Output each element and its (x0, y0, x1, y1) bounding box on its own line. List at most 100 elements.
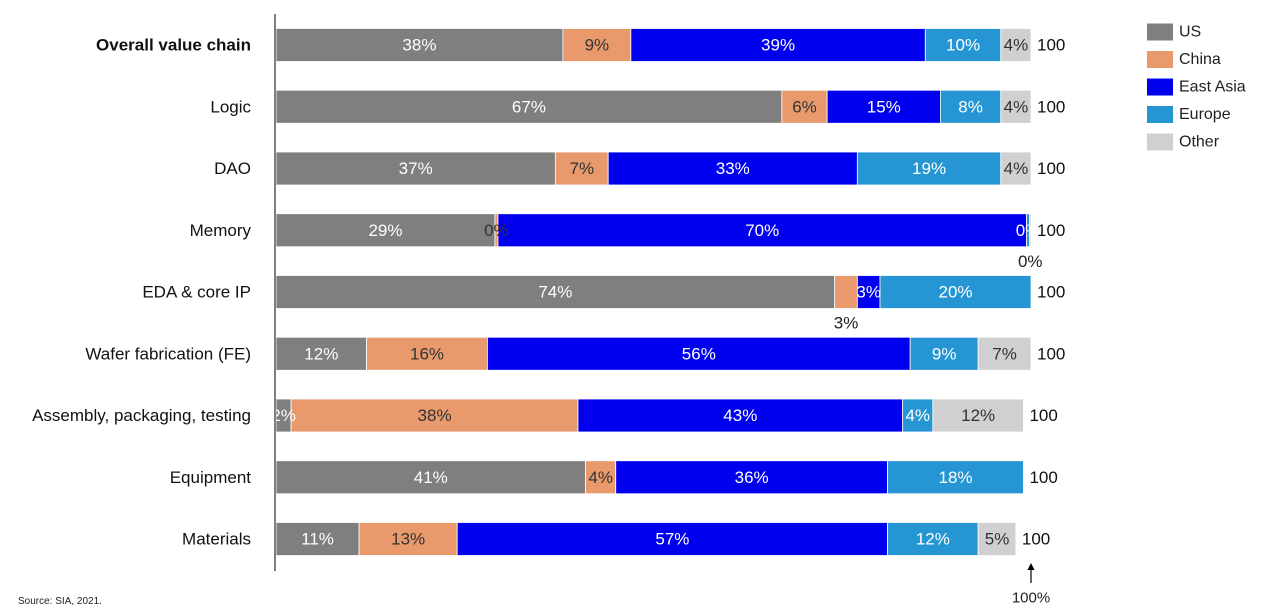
bar-assembly-packaging-testing-east-asia (577, 398, 904, 433)
data-label-dao-east-asia: 33% (716, 159, 750, 178)
category-label-materials: Materials (182, 530, 251, 549)
category-label-equipment: Equipment (170, 468, 252, 487)
data-label-logic-china: 6% (792, 97, 817, 116)
annotations-group: 0% 3% 100% (834, 252, 1050, 607)
total-label-logic: 100 (1037, 97, 1065, 116)
bars-group (275, 28, 1032, 556)
data-label-logic-other: 4% (1004, 97, 1029, 116)
data-label-wafer-fabrication-fe-other: 7% (992, 344, 1017, 363)
data-label-eda-core-ip-east-asia: 3% (856, 283, 881, 302)
data-label-dao-europe: 19% (912, 159, 946, 178)
legend-swatch-us (1147, 23, 1173, 41)
data-label-overall-value-chain-europe: 10% (946, 36, 980, 55)
legend-swatch-east-asia (1147, 78, 1173, 96)
data-label-materials-us: 11% (301, 530, 334, 549)
data-label-overall-value-chain-china: 9% (585, 36, 610, 55)
legend-swatch-other (1147, 133, 1173, 151)
bar-dao-china (554, 151, 609, 186)
source-note: Source: SIA, 2021. (18, 596, 102, 607)
data-label-assembly-packaging-testing-china: 38% (418, 406, 452, 425)
bar-memory-us (275, 213, 496, 248)
reference-arrow-head (1027, 563, 1035, 570)
category-label-eda-core-ip: EDA & core IP (142, 283, 251, 302)
data-label-dao-china: 7% (569, 159, 594, 178)
bar-materials-other (977, 522, 1017, 556)
bar-eda-core-ip-us (275, 275, 836, 309)
data-label-equipment-europe: 18% (938, 468, 972, 487)
data-label-materials-other: 5% (985, 530, 1010, 549)
bar-logic-us (275, 89, 783, 124)
bar-overall-value-chain-east-asia (630, 28, 926, 62)
data-label-wafer-fabrication-fe-europe: 9% (932, 344, 957, 363)
data-label-dao-other: 4% (1004, 159, 1029, 178)
outside-label-memory-other: 0% (1018, 252, 1043, 271)
legend-swatch-europe (1147, 106, 1173, 123)
legend-label-us: US (1179, 24, 1201, 41)
bar-materials-us (275, 522, 360, 556)
data-label-assembly-packaging-testing-us: 2% (271, 406, 296, 425)
data-label-equipment-china: 4% (588, 468, 613, 487)
category-label-logic: Logic (210, 97, 251, 116)
category-label-dao: DAO (214, 159, 251, 178)
bar-logic-china (781, 89, 828, 124)
legend: US China East Asia Europe Other (1147, 23, 1246, 151)
data-label-memory-europe: 0% (1016, 221, 1041, 240)
bar-wafer-fabrication-fe-other (977, 336, 1032, 371)
data-label-materials-china: 13% (391, 530, 425, 549)
bar-logic-other (1000, 89, 1032, 124)
bar-assembly-packaging-testing-china (290, 398, 579, 433)
bar-materials-china (358, 522, 458, 556)
bar-overall-value-chain-us (275, 28, 564, 62)
data-label-memory-us: 29% (368, 221, 402, 240)
bar-eda-core-ip-europe (879, 275, 1032, 309)
bar-memory-other (1029, 213, 1032, 248)
bar-logic-east-asia (826, 89, 941, 124)
category-label-wafer-fabrication-fe: Wafer fabrication (FE) (85, 344, 251, 363)
data-label-eda-core-ip-us: 74% (538, 283, 572, 302)
bar-wafer-fabrication-fe-china (366, 336, 488, 371)
bar-equipment-europe (887, 460, 1024, 495)
bar-overall-value-chain-other (1000, 28, 1032, 62)
data-label-memory-east-asia: 70% (745, 221, 779, 240)
totals-group: 100 100 100 100 100 100 100 100 100 (1022, 36, 1065, 549)
data-label-logic-europe: 8% (958, 97, 983, 116)
segment-labels-group: 38% 9% 39% 10% 4% 67% 6% 15% 8% 4% 37% 7% 33% 19% 4% 29… (271, 36, 1040, 549)
category-labels-group: Overall value chain Logic DAO Memory EDA & c… (32, 36, 251, 549)
bar-equipment-us (275, 460, 586, 495)
data-label-wafer-fabrication-fe-us: 12% (304, 344, 338, 363)
category-label-assembly-packaging-testing: Assembly, packaging, testing (32, 406, 251, 425)
total-label-materials: 100 (1022, 530, 1050, 549)
bar-overall-value-chain-china (562, 28, 632, 62)
bar-materials-europe (887, 522, 979, 556)
total-label-assembly-packaging-testing: 100 (1029, 406, 1057, 425)
data-label-overall-value-chain-east-asia: 39% (761, 36, 795, 55)
data-label-assembly-packaging-testing-east-asia: 43% (723, 406, 757, 425)
data-label-logic-east-asia: 15% (867, 97, 901, 116)
total-label-dao: 100 (1037, 159, 1065, 178)
category-label-overall-value-chain: Overall value chain (96, 36, 251, 55)
data-label-materials-europe: 12% (916, 530, 950, 549)
legend-label-china: China (1179, 51, 1221, 68)
data-label-materials-east-asia: 57% (655, 530, 689, 549)
legend-label-east-asia: East Asia (1179, 79, 1246, 96)
bar-wafer-fabrication-fe-east-asia (486, 336, 911, 371)
category-label-memory: Memory (190, 221, 252, 240)
legend-label-other: Other (1179, 134, 1220, 151)
data-label-overall-value-chain-other: 4% (1004, 36, 1029, 55)
total-label-eda-core-ip: 100 (1037, 283, 1065, 302)
data-label-assembly-packaging-testing-europe: 4% (905, 406, 930, 425)
total-label-memory: 100 (1037, 221, 1065, 240)
bar-assembly-packaging-testing-other (932, 398, 1024, 433)
data-label-dao-us: 37% (399, 159, 433, 178)
reference-marker-label: 100% (1012, 590, 1050, 607)
data-label-memory-china: 0% (484, 221, 509, 240)
total-label-wafer-fabrication-fe: 100 (1037, 344, 1065, 363)
bar-wafer-fabrication-fe-us (275, 336, 367, 371)
data-label-wafer-fabrication-fe-china: 16% (410, 344, 444, 363)
bar-dao-other (1000, 151, 1032, 186)
bar-eda-core-ip-china (834, 275, 858, 309)
outside-label-eda-core-ip-china: 3% (834, 314, 859, 333)
bar-dao-east-asia (607, 151, 858, 186)
bar-dao-europe (856, 151, 1002, 186)
